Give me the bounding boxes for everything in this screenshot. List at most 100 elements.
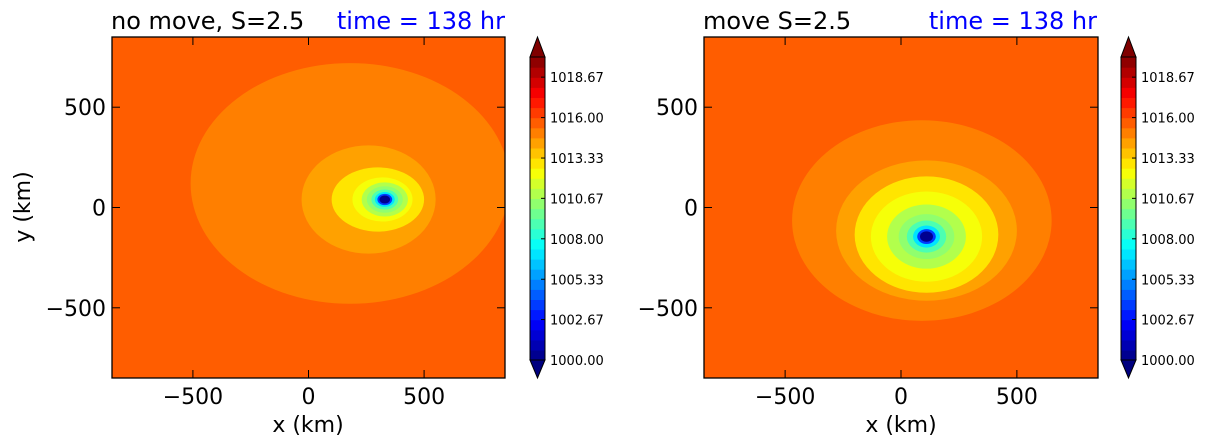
colorbar-tick-label: 1008.00	[1141, 233, 1195, 248]
colorbar-extend-max	[529, 35, 546, 58]
colorbar-segment	[530, 158, 545, 169]
colorbar-segment	[1121, 137, 1136, 149]
colorbar-frame	[529, 56, 546, 361]
colorbar-tick-label: 1005.33	[1141, 273, 1195, 288]
colorbar-tick-label: 1010.67	[1141, 192, 1195, 207]
colorbar-segment	[1121, 228, 1136, 240]
x-tick-label: 500	[996, 385, 1038, 410]
x-tick-label: −500	[163, 385, 223, 410]
panel-no-move: no move, S=2.5 time = 138 hr −500 0 500 −50…	[11, 7, 604, 438]
colorbar-segment	[530, 208, 545, 220]
colorbar-segment	[1121, 299, 1136, 311]
x-tick-label: 0	[894, 385, 908, 410]
colorbar-frame	[1120, 56, 1137, 361]
colorbar-segment	[530, 238, 545, 250]
colorbar-tick-label: 1016.00	[550, 112, 604, 127]
colorbar-tick-label: 1005.33	[550, 273, 604, 288]
colorbar-segment	[530, 137, 545, 149]
colorbar-segment	[530, 147, 545, 159]
colorbar-tick-label: 1000.00	[550, 354, 604, 369]
panel-title: move S=2.5	[703, 7, 851, 35]
colorbar: 1000.00 1002.67 1005.33 1008.00 1010.67 1013.…	[529, 35, 604, 380]
y-tick-label: −500	[46, 297, 106, 322]
colorbar-segment	[530, 87, 545, 98]
y-tick-label: −500	[638, 297, 698, 322]
contour-level	[379, 195, 391, 204]
colorbar-segment	[1121, 238, 1136, 250]
colorbar-segment	[1121, 289, 1136, 300]
colorbar-tick-label: 1016.00	[1141, 112, 1195, 127]
colorbar-tick-label: 1000.00	[1141, 354, 1195, 369]
colorbar-tick-label: 1002.67	[550, 314, 604, 329]
colorbar-segment	[530, 178, 545, 189]
axis-ticks: −500 0 500 −500 0 500	[638, 37, 1098, 410]
colorbar-segment	[530, 127, 545, 139]
colorbar-segment	[1121, 248, 1136, 260]
colorbar-segment	[1121, 77, 1136, 88]
colorbar-segment	[1121, 87, 1136, 98]
colorbar-segment	[530, 198, 545, 210]
colorbar-segment	[1121, 107, 1136, 119]
colorbar-segment	[530, 57, 545, 68]
axis-ticks: −500 0 500 −500 0 500	[46, 37, 505, 410]
colorbar-segment	[1121, 57, 1136, 68]
colorbar-segment	[530, 97, 545, 109]
panel-time-label: time = 138 hr	[337, 7, 505, 35]
colorbar-segment	[1121, 329, 1136, 341]
colorbar-segment	[530, 218, 545, 230]
colorbar-segment	[530, 299, 545, 311]
colorbar-segment	[530, 188, 545, 199]
y-tick-label: 500	[656, 96, 698, 121]
pressure-field	[112, 37, 505, 378]
colorbar-tick-label: 1018.67	[550, 71, 604, 86]
colorbar-segment	[530, 269, 545, 280]
colorbar-segment	[530, 77, 545, 88]
colorbar-segment	[1121, 349, 1136, 361]
colorbar-segment	[530, 339, 545, 351]
colorbar-tick-label: 1002.67	[1141, 314, 1195, 329]
contour-level	[920, 231, 933, 242]
colorbar-extend-min	[529, 359, 546, 380]
colorbar-tick-label: 1018.67	[1141, 71, 1195, 86]
colorbar-segment	[530, 228, 545, 240]
x-axis-label: x (km)	[272, 413, 343, 438]
colorbar-segment	[1121, 218, 1136, 230]
colorbar-tick-label: 1013.33	[1141, 152, 1195, 167]
y-tick-label: 0	[684, 197, 698, 222]
colorbar-segment	[1121, 127, 1136, 139]
y-tick-label: 0	[92, 197, 106, 222]
colorbar-segment	[1121, 269, 1136, 280]
panel-title: no move, S=2.5	[111, 7, 304, 35]
colorbar-segment	[1121, 198, 1136, 210]
x-tick-label: 500	[403, 385, 445, 410]
colorbar-segment	[1121, 309, 1136, 321]
colorbar-segment	[530, 289, 545, 300]
panel-move: move S=2.5 time = 138 hr −500 0 500 −500 0 50…	[638, 7, 1195, 438]
colorbar: 1000.00 1002.67 1005.33 1008.00 1010.67 1013.…	[1120, 35, 1195, 380]
x-axis-label: x (km)	[865, 413, 936, 438]
colorbar-segment	[1121, 147, 1136, 159]
colorbar-segment	[1121, 178, 1136, 189]
colorbar-segment	[530, 107, 545, 119]
colorbar-segment	[1121, 168, 1136, 179]
colorbar-segment	[530, 329, 545, 341]
colorbar-tick-label: 1013.33	[550, 152, 604, 167]
colorbar-tick-label: 1010.67	[550, 192, 604, 207]
y-axis-label: y (km)	[11, 171, 36, 242]
y-tick-label: 500	[64, 96, 106, 121]
pressure-field	[704, 37, 1098, 378]
colorbar-segment	[1121, 259, 1136, 270]
colorbar-segment	[530, 319, 545, 331]
colorbar-segment	[1121, 339, 1136, 351]
colorbar-segment	[1121, 188, 1136, 199]
colorbar-extend-max	[1120, 35, 1137, 58]
colorbar-segment	[1121, 319, 1136, 331]
colorbar-segment	[1121, 117, 1136, 129]
x-tick-label: −500	[755, 385, 815, 410]
colorbar-segment	[530, 349, 545, 361]
colorbar-segment	[1121, 97, 1136, 109]
colorbar-segment	[1121, 67, 1136, 78]
colorbar-segment	[530, 248, 545, 260]
colorbar-segment	[530, 279, 545, 290]
